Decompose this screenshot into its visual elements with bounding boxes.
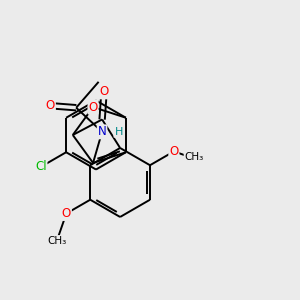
Text: Cl: Cl — [35, 160, 46, 173]
Text: N: N — [98, 125, 106, 138]
Text: O: O — [46, 100, 55, 112]
Text: O: O — [62, 207, 71, 220]
Text: O: O — [88, 100, 98, 114]
Text: CH₃: CH₃ — [184, 152, 204, 162]
Text: CH₃: CH₃ — [48, 236, 67, 246]
Text: H: H — [114, 127, 123, 137]
Text: O: O — [169, 145, 178, 158]
Text: O: O — [99, 85, 109, 98]
